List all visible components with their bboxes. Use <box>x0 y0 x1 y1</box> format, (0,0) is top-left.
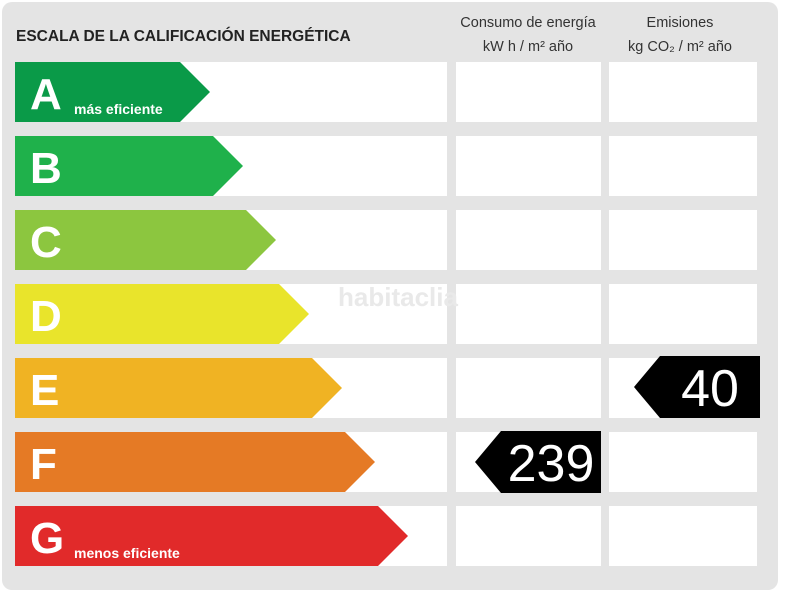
rating-letter: F <box>30 440 57 489</box>
consumo-cell <box>456 358 601 418</box>
emisiones-cell <box>609 210 757 270</box>
value-label: 239 <box>508 435 595 493</box>
consumo-cell <box>456 210 601 270</box>
rating-letter: B <box>30 144 62 193</box>
emisiones-cell <box>609 432 757 492</box>
emisiones-cell <box>609 506 757 566</box>
consumo-cell <box>456 506 601 566</box>
column-unit: kg CO₂ / m² año <box>628 39 732 55</box>
column-title: Consumo de energía <box>460 15 596 31</box>
watermark: habitaclia <box>338 282 458 312</box>
rating-arrow <box>15 136 243 196</box>
rating-letter: D <box>30 292 62 341</box>
rating-letter: E <box>30 366 59 415</box>
rating-note: más eficiente <box>74 101 163 117</box>
title: ESCALA DE LA CALIFICACIÓN ENERGÉTICA <box>16 27 351 45</box>
value-badge <box>475 431 601 493</box>
consumo-cell <box>456 62 601 122</box>
rating-arrow <box>15 62 210 122</box>
consumo-cell <box>456 284 601 344</box>
value-badge <box>634 356 760 418</box>
rating-note: menos eficiente <box>74 545 180 561</box>
rating-letter: A <box>30 70 62 119</box>
emisiones-cell <box>609 136 757 196</box>
rating-arrow <box>15 284 309 344</box>
rating-letter: G <box>30 514 64 563</box>
emisiones-cell <box>609 284 757 344</box>
rating-arrow <box>15 210 276 270</box>
rating-arrow <box>15 432 375 492</box>
column-title: Emisiones <box>647 15 714 31</box>
emisiones-cell <box>609 62 757 122</box>
column-unit: kW h / m² año <box>483 39 573 55</box>
rating-arrow <box>15 506 408 566</box>
rating-letter: C <box>30 218 62 267</box>
value-label: 40 <box>681 360 739 418</box>
rating-arrow <box>15 358 342 418</box>
consumo-cell <box>456 136 601 196</box>
